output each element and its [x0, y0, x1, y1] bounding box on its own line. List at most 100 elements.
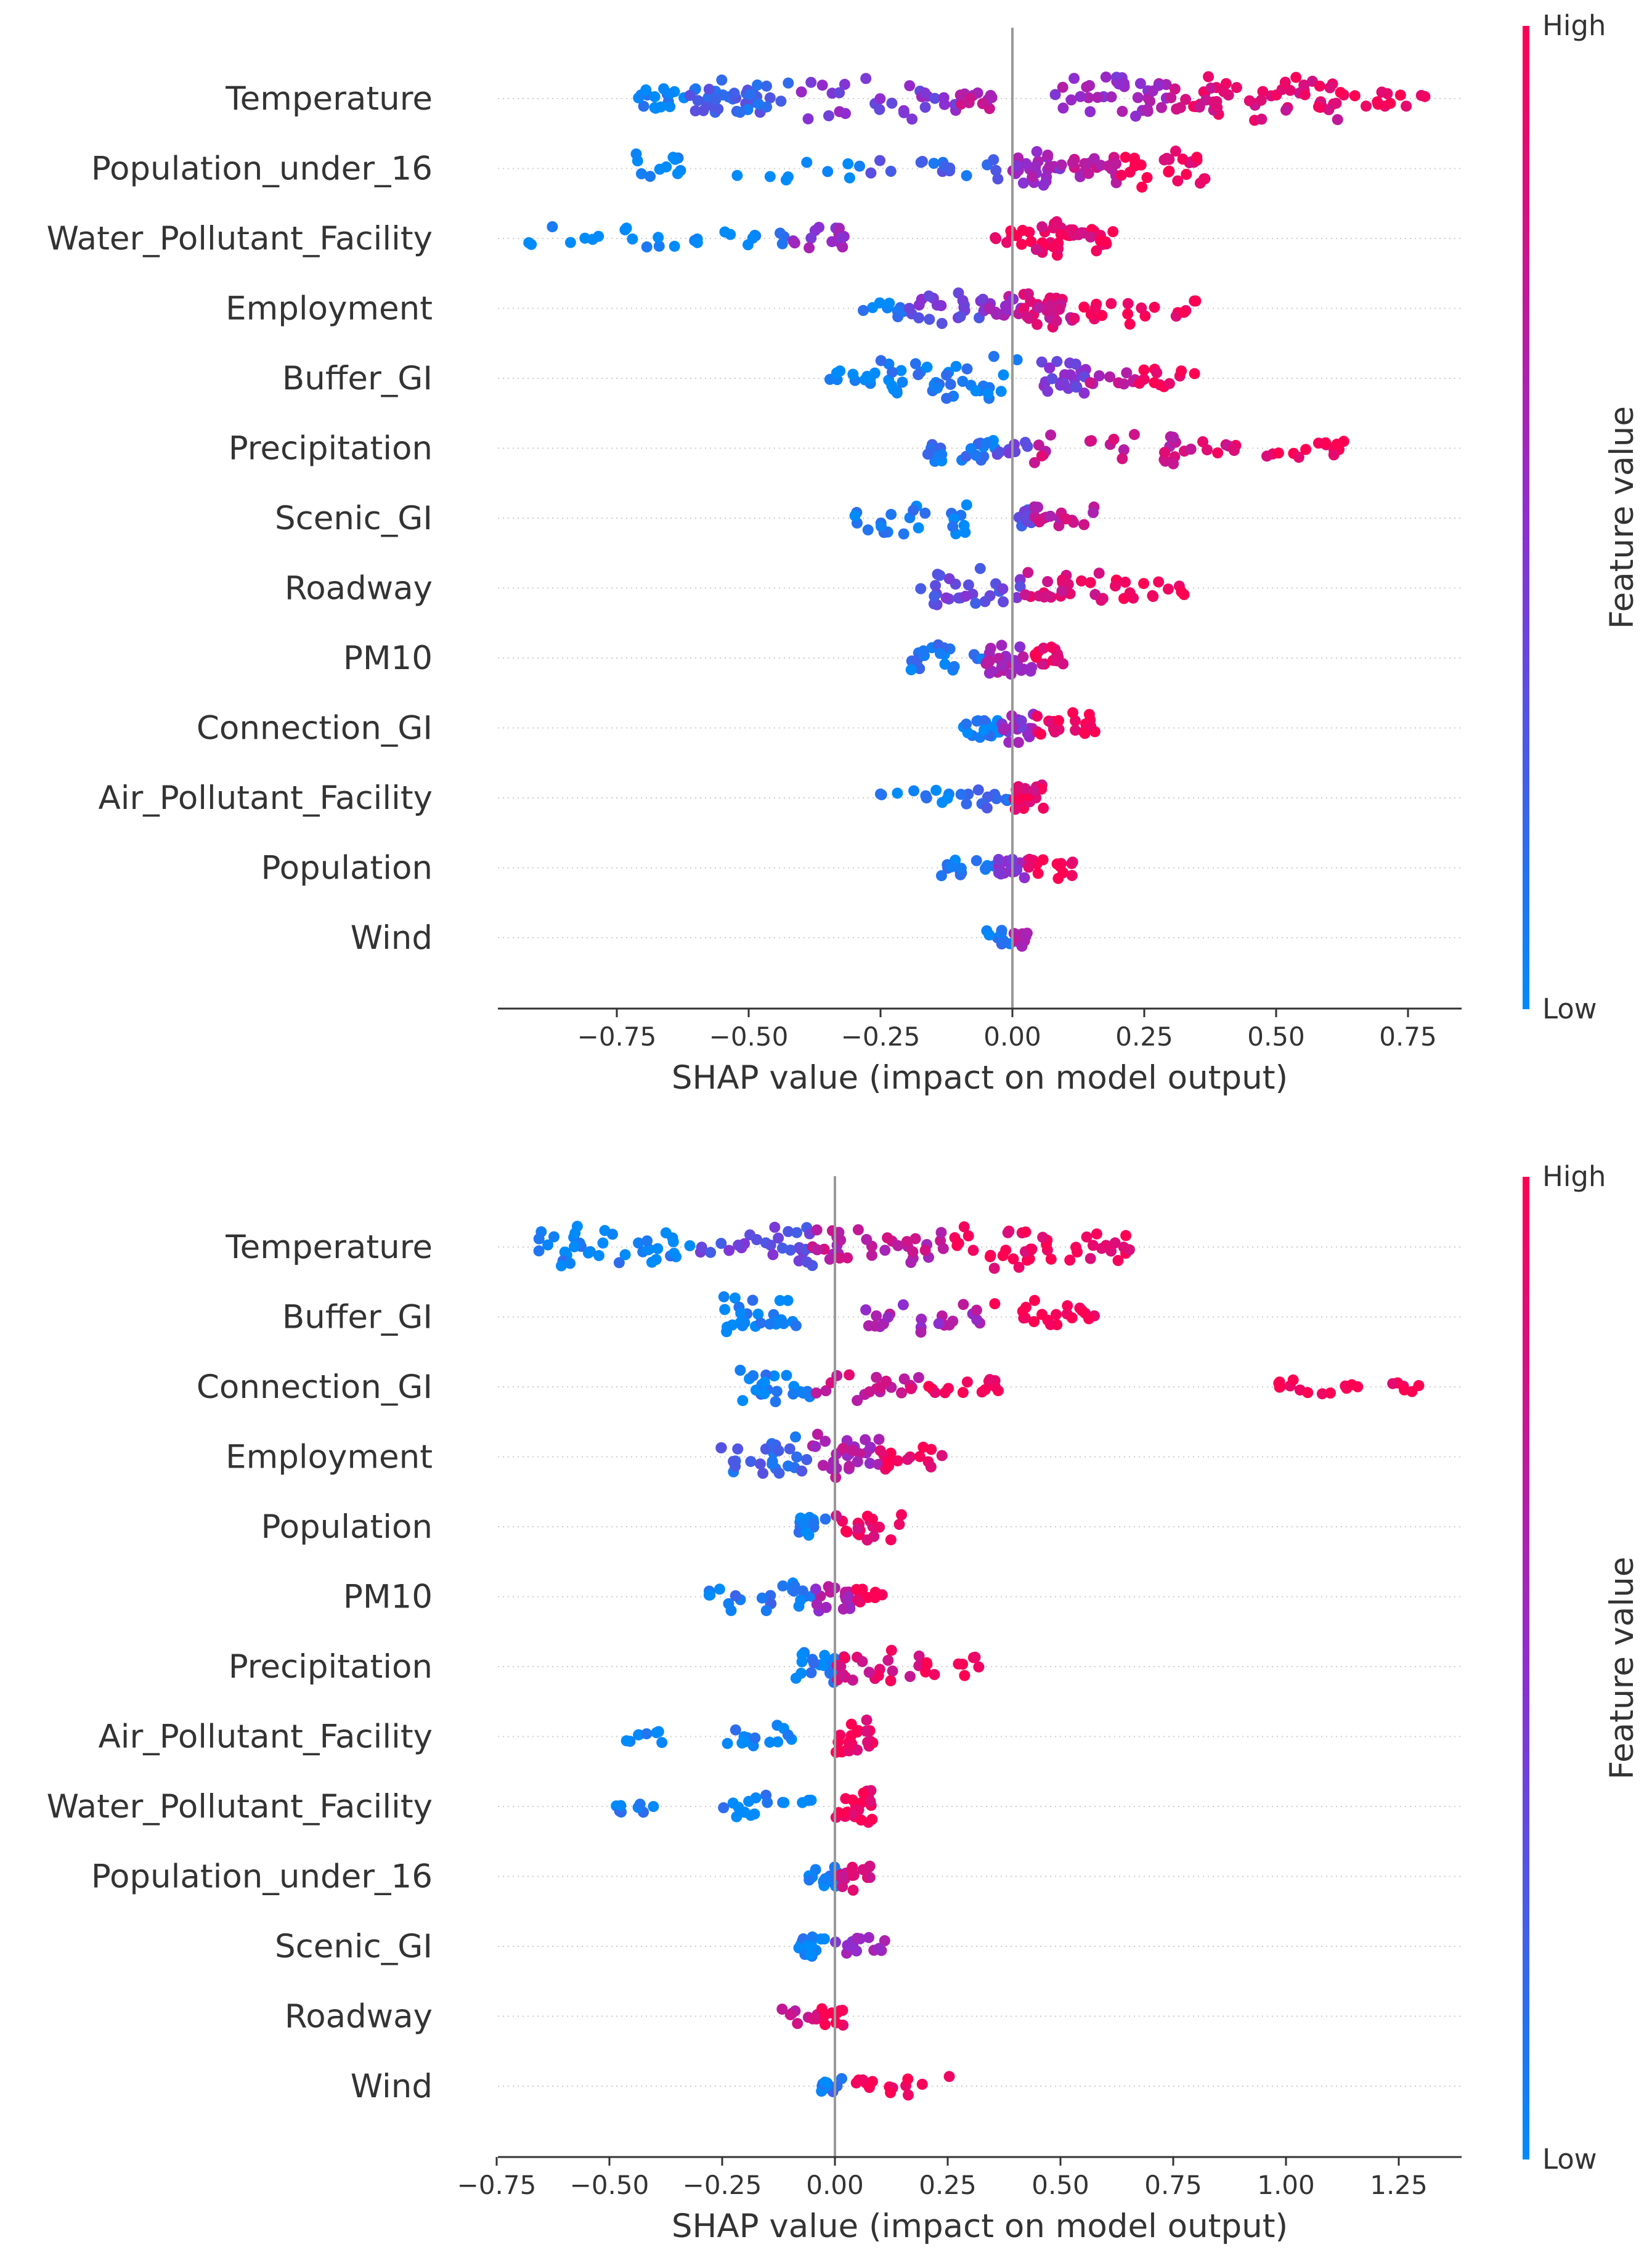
shap-point [1136, 181, 1148, 193]
x-tick-label: −0.50 [709, 1022, 789, 1052]
shap-point [1112, 1254, 1124, 1266]
shap-point [1110, 580, 1121, 591]
shap-point [1051, 355, 1063, 367]
feature-label: Employment [226, 290, 433, 328]
shap-point [996, 925, 1007, 936]
shap-point [935, 870, 947, 882]
shap-point [1019, 589, 1031, 601]
shap-point [1087, 1240, 1099, 1251]
shap-point [526, 238, 537, 250]
shap-point [874, 155, 885, 166]
shap-point [850, 2077, 862, 2089]
shap-point [547, 221, 558, 232]
shap-point [935, 1227, 947, 1238]
shap-point [904, 80, 916, 92]
shap-point [791, 1451, 803, 1463]
shap-point [613, 1257, 625, 1269]
colorbar-high-label: High [1542, 9, 1606, 42]
shap-point [817, 1460, 829, 1471]
shap-point [776, 238, 788, 250]
shap-point [847, 1794, 858, 1806]
feature-label: PM10 [343, 640, 433, 677]
shap-point [807, 2013, 819, 2025]
shap-point [1174, 102, 1186, 113]
shap-point [908, 785, 919, 797]
shap-point [979, 1384, 991, 1396]
shap-point [1109, 1237, 1121, 1249]
shap-point [869, 1320, 881, 1332]
shap-point [795, 1595, 807, 1606]
shap-point [1070, 381, 1082, 393]
shap-point [1138, 364, 1150, 376]
shap-point [765, 1590, 776, 1601]
shap-point [998, 596, 1009, 607]
shap-point [1332, 114, 1343, 126]
shap-point [633, 1237, 645, 1249]
shap-point [1324, 82, 1336, 94]
shap-point [764, 1736, 776, 1748]
shap-point [1056, 585, 1068, 597]
shap-point [1159, 447, 1170, 458]
shap-point [1208, 96, 1219, 108]
shap-point [918, 1441, 929, 1453]
shap-point [861, 1233, 873, 1245]
shap-point [924, 314, 935, 325]
shap-point [822, 166, 834, 177]
shap-point [904, 1671, 916, 1682]
shap-point [684, 1240, 696, 1251]
shap-point [1020, 1226, 1031, 1238]
shap-point [773, 1468, 785, 1479]
shap-point [542, 1239, 554, 1251]
shap-point [958, 1299, 969, 1310]
shap-point [691, 237, 703, 248]
shap-point [936, 318, 948, 329]
shap-point [749, 1732, 761, 1744]
shap-point [974, 563, 986, 574]
shap-point [788, 1585, 800, 1597]
shap-point [757, 1468, 769, 1479]
shap-point [790, 1320, 802, 1331]
shap-point [1014, 580, 1026, 592]
shap-point [853, 1804, 865, 1816]
shap-point [1013, 793, 1025, 805]
shap-point [990, 165, 1002, 176]
shap-point [1149, 301, 1160, 313]
shap-point [916, 1314, 927, 1325]
shap-point [1293, 452, 1304, 463]
shap-point [784, 2009, 796, 2020]
shap-point [1107, 226, 1119, 237]
shap-point [839, 78, 850, 90]
shap-point [1016, 238, 1027, 250]
shap-point [862, 372, 874, 383]
shap-point [727, 1797, 739, 1809]
shap-point [723, 1245, 735, 1256]
shap-point [1346, 1379, 1357, 1391]
shap-point [1272, 447, 1284, 459]
x-tick-label: 1.00 [1257, 2170, 1315, 2200]
shap-point [607, 1229, 618, 1240]
shap-point [970, 598, 982, 609]
shap-point [718, 1802, 730, 1814]
shap-point [1255, 94, 1267, 106]
shap-point [703, 1589, 715, 1601]
shap-point [984, 1374, 996, 1386]
shap-point [845, 1718, 857, 1730]
shap-point [980, 437, 992, 449]
shap-point [960, 590, 971, 602]
shap-point [847, 1884, 859, 1896]
shap-point [980, 658, 992, 670]
shap-point [1067, 856, 1078, 868]
shap-point [810, 1440, 821, 1452]
shap-point [941, 392, 953, 404]
shap-point [1084, 1253, 1096, 1264]
feature-label: Air_Pollutant_Facility [99, 779, 433, 817]
shap-point [656, 1737, 668, 1749]
shap-point [953, 1658, 964, 1670]
shap-point [1033, 516, 1045, 527]
shap-point [882, 1654, 894, 1666]
shap-point [1033, 302, 1044, 314]
shap-point [929, 1668, 940, 1680]
shap-point [761, 80, 772, 92]
shap-point [1044, 510, 1056, 522]
shap-point [1335, 87, 1346, 99]
